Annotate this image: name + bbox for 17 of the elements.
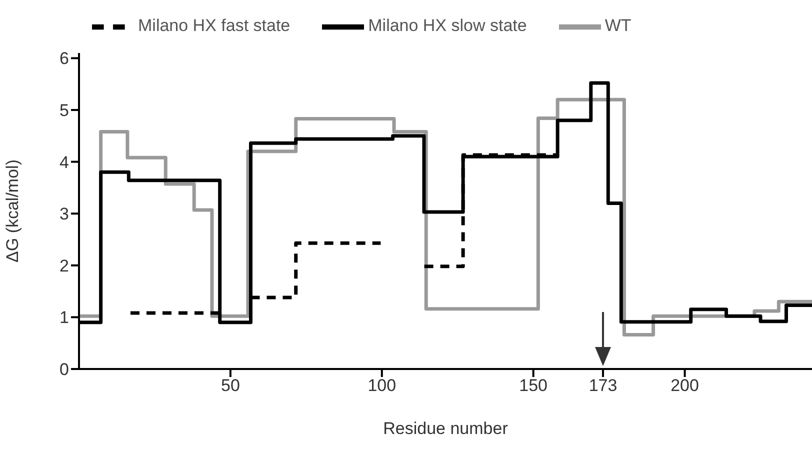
x-tick-label: 173 [588,376,618,396]
y-axis-title: ΔG (kcal/mol) [3,160,22,262]
x-axis-title: Residue number [383,419,508,438]
y-tick-label: 6 [60,49,69,68]
legend-label: WT [604,16,632,36]
legend-label: Milano HX fast state [138,16,290,36]
legend-label: Milano HX slow state [368,16,527,36]
y-tick-label: 3 [60,204,69,224]
y-tick-label: 2 [60,256,69,276]
x-tick-label: 50 [220,376,240,396]
x-tick-label: 200 [670,376,699,396]
y-tick-label: 0 [60,360,69,380]
y-tick-label: 4 [60,152,69,172]
x-tick-label: 100 [368,376,396,396]
y-tick-label: 1 [60,308,69,328]
x-tick-label: 150 [519,376,548,396]
y-tick-label: 5 [60,101,69,120]
